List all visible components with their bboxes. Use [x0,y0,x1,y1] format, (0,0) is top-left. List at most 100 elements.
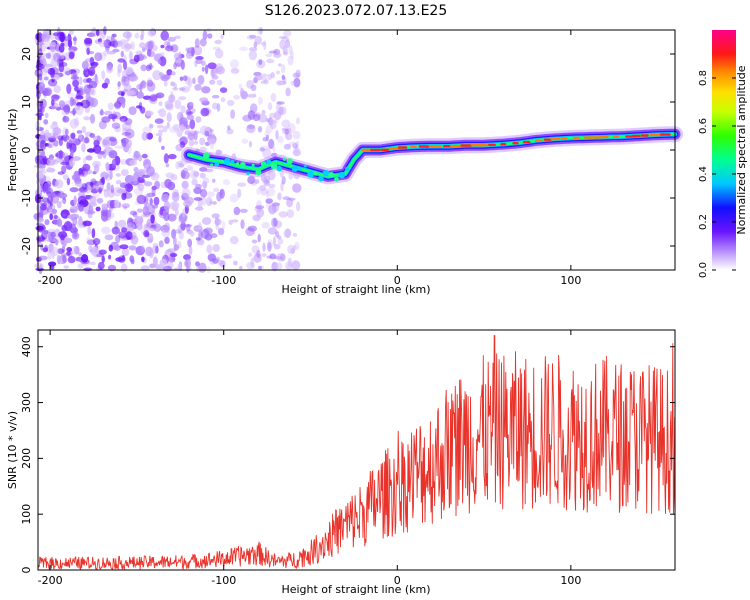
heatmap-noise-blob [74,86,79,92]
heatmap-ridge-speckle [291,165,298,172]
heatmap-noise-blob [278,35,288,40]
heatmap-noise-blob [66,141,70,150]
heatmap-noise-blob [94,52,103,62]
heatmap-noise-blob [68,51,75,60]
heatmap-noise-blob [255,205,265,210]
heatmap-noise-blob [269,118,275,129]
heatmap-noise-blob [174,35,181,40]
heatmap-noise-blob [199,97,209,103]
heatmap-noise-blob [88,245,93,251]
heatmap-noise-blob [261,221,270,229]
heatmap-noise-blob [109,206,113,212]
heatmap-noise-blob [101,226,111,234]
heatmap-noise-blob [121,254,126,262]
heatmap-noise-blob [115,180,122,185]
heatmap-noise-blob [269,253,277,260]
heatmap-noise-blob [275,129,279,140]
heatmap-noise-blob [160,44,165,49]
heatmap-noise-blob [35,42,45,46]
heatmap-noise-blob [77,195,87,205]
heatmap-noise-blob [292,232,298,237]
heatmap-noise-blob [246,124,256,134]
heatmap-noise-blob [47,78,58,87]
heatmap-noise-blob [81,183,88,190]
heatmap-noise-blob [285,87,291,97]
heatmap-noise-blob [274,220,283,229]
heatmap-ridge-speckle [338,171,346,179]
heatmap-noise-blob [230,109,236,119]
heatmap-ridge-speckle [344,166,350,171]
heatmap-ridge-speckle [203,152,210,159]
heatmap-noise-blob [123,60,127,70]
heatmap-noise-blob [263,175,271,184]
heatmap-noise-blob [38,134,46,145]
heatmap-noise-blob [215,66,225,75]
heatmap-noise-blob [182,208,186,218]
heatmap-noise-blob [174,99,182,110]
heatmap-ridge-speckle [322,169,330,177]
heatmap-noise-blob [129,210,138,216]
heatmap-ridge-speckle [260,161,267,167]
heatmap-noise-blob [175,144,183,152]
heatmap-ridge-speckle [298,166,302,171]
heatmap-noise-blob [45,52,51,59]
heatmap-ridge-speckle [246,171,250,175]
heatmap-noise-blob [106,65,114,74]
heatmap-noise-blob [86,237,91,245]
heatmap-noise-blob [249,34,256,39]
heatmap-noise-blob [98,151,105,155]
heatmap-noise-blob [35,225,44,231]
heatmap-noise-blob [73,117,80,126]
heatmap-noise-blob [202,181,207,190]
heatmap-noise-blob [95,182,105,193]
heatmap-noise-blob [267,102,273,111]
heatmap-noise-blob [81,254,89,263]
heatmap-noise-blob [189,119,196,130]
heatmap-noise-blob [78,203,84,212]
heatmap-noise-blob [248,252,253,257]
heatmap-noise-blob [77,263,84,269]
heatmap-noise-blob [107,189,115,198]
heatmap-noise-blob [185,258,191,269]
heatmap-noise-blob [295,69,301,78]
heatmap-noise-blob [149,123,154,129]
heatmap-noise-blob [158,129,164,134]
heatmap-noise-blob [47,195,54,204]
heatmap-noise-blob [294,242,300,250]
heatmap-noise-blob [135,105,142,109]
heatmap-ridge-speckle [220,159,224,163]
heatmap-noise-blob [172,189,180,198]
heatmap-noise-blob [229,193,239,203]
heatmap-noise-blob [287,244,295,255]
heatmap-ridge-speckle [282,157,287,161]
heatmap-noise-blob [57,192,64,197]
heatmap-noise-blob [117,63,123,74]
heatmap-noise-blob [117,68,121,78]
heatmap-noise-blob [207,62,217,70]
heatmap-noise-blob [287,55,294,66]
heatmap-noise-blob [161,194,169,203]
heatmap-noise-blob [165,103,174,111]
heatmap-noise-blob [146,166,155,177]
heatmap-noise-blob [263,79,269,85]
heatmap-noise-blob [281,176,286,185]
heatmap-noise-blob [260,188,268,196]
heatmap-noise-blob [41,149,45,156]
heatmap-noise-blob [163,80,168,87]
heatmap-noise-blob [246,35,256,40]
heatmap-noise-blob [275,262,283,270]
heatmap-noise-blob [194,38,200,48]
heatmap-noise-blob [220,97,226,103]
heatmap-noise-blob [119,115,128,122]
heatmap-noise-blob [277,238,284,245]
heatmap-noise-blob [128,73,137,78]
heatmap-noise-blob [82,137,90,144]
heatmap-noise-blob [211,66,217,78]
heatmap-noise-blob [89,113,96,124]
snr-x-tick-label: -200 [38,574,63,587]
heatmap-noise-blob [261,109,266,115]
heatmap-noise-blob [82,220,93,227]
heatmap-noise-blob [182,75,188,82]
heatmap-noise-blob [121,132,132,136]
heatmap-noise-blob [146,79,154,87]
